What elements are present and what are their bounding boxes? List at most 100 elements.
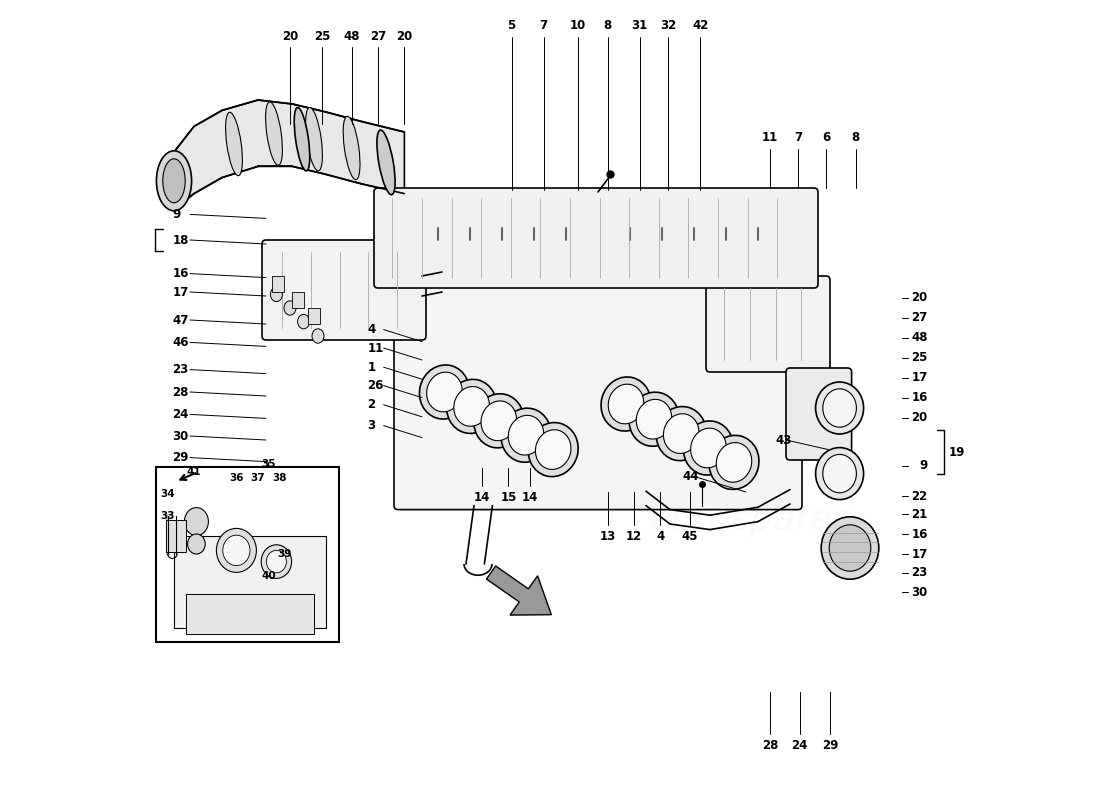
Text: 4: 4 [657, 530, 664, 542]
Bar [186, 594, 314, 634]
Text: 42: 42 [692, 19, 708, 32]
Text: 30: 30 [173, 430, 189, 442]
Text: 9: 9 [173, 208, 180, 221]
FancyBboxPatch shape [394, 274, 802, 510]
FancyBboxPatch shape [706, 276, 830, 372]
Text: 28: 28 [173, 386, 189, 398]
Text: 27: 27 [370, 30, 386, 42]
Text: 9: 9 [920, 459, 927, 472]
Text: 32: 32 [660, 19, 676, 32]
Ellipse shape [377, 130, 395, 194]
Text: 26: 26 [367, 379, 384, 392]
Ellipse shape [823, 389, 857, 427]
Bar [174, 536, 326, 628]
Ellipse shape [343, 116, 360, 180]
Text: 17: 17 [911, 371, 927, 384]
Text: 14: 14 [521, 491, 538, 504]
Text: 14: 14 [474, 491, 491, 504]
Text: 5: 5 [507, 19, 516, 32]
Bar [156, 467, 339, 642]
Text: 44: 44 [682, 470, 698, 482]
Text: eurospares: eurospares [649, 503, 851, 537]
Text: 36: 36 [229, 473, 244, 482]
FancyBboxPatch shape [262, 240, 426, 340]
Text: 23: 23 [911, 566, 927, 579]
Ellipse shape [500, 408, 551, 462]
Text: 25: 25 [314, 30, 330, 42]
Text: 31: 31 [631, 19, 648, 32]
Text: 8: 8 [604, 19, 612, 32]
Ellipse shape [663, 414, 698, 454]
Text: 10: 10 [570, 19, 586, 32]
Text: 2: 2 [367, 398, 376, 411]
Ellipse shape [815, 447, 864, 499]
Ellipse shape [829, 525, 871, 571]
Ellipse shape [683, 421, 734, 475]
Ellipse shape [710, 435, 759, 490]
Polygon shape [174, 100, 405, 210]
Ellipse shape [223, 535, 250, 566]
Polygon shape [486, 566, 551, 615]
Text: 25: 25 [911, 351, 927, 364]
Ellipse shape [185, 508, 208, 536]
Ellipse shape [536, 430, 571, 470]
Text: 41: 41 [187, 467, 201, 477]
Text: 20: 20 [396, 30, 412, 42]
Ellipse shape [815, 382, 864, 434]
Text: 11: 11 [367, 342, 384, 354]
Ellipse shape [823, 454, 857, 493]
Bar [166, 520, 186, 552]
Text: 12: 12 [626, 530, 642, 542]
Ellipse shape [474, 394, 524, 448]
Ellipse shape [481, 401, 517, 441]
Ellipse shape [657, 406, 706, 461]
Ellipse shape [629, 392, 679, 446]
Text: 19: 19 [948, 446, 965, 458]
Ellipse shape [163, 158, 185, 202]
Text: 24: 24 [173, 408, 189, 421]
Text: 35: 35 [261, 459, 276, 469]
Text: eurospares: eurospares [426, 362, 674, 406]
Ellipse shape [822, 517, 879, 579]
Text: 11: 11 [762, 131, 778, 144]
Ellipse shape [528, 422, 579, 477]
Text: 28: 28 [762, 739, 778, 752]
Text: 21: 21 [911, 508, 927, 521]
Text: 24: 24 [791, 739, 807, 752]
Ellipse shape [636, 399, 672, 439]
Ellipse shape [608, 384, 644, 424]
Ellipse shape [454, 386, 490, 426]
Ellipse shape [691, 428, 726, 468]
Ellipse shape [284, 301, 296, 315]
Text: 16: 16 [911, 391, 927, 404]
Text: 4: 4 [367, 323, 376, 336]
Text: 29: 29 [173, 451, 189, 464]
Text: 30: 30 [911, 586, 927, 598]
Bar [308, 308, 320, 324]
Text: 39: 39 [277, 549, 292, 558]
Text: 7: 7 [539, 19, 548, 32]
Text: 33: 33 [161, 511, 175, 521]
Text: 43: 43 [776, 434, 792, 446]
Text: 20: 20 [911, 411, 927, 424]
Text: 46: 46 [173, 336, 189, 349]
Text: 47: 47 [173, 314, 189, 326]
Text: 40: 40 [261, 571, 276, 581]
Text: 34: 34 [161, 490, 175, 499]
Ellipse shape [601, 377, 651, 431]
Text: 27: 27 [911, 311, 927, 324]
Ellipse shape [226, 112, 242, 176]
Text: 13: 13 [600, 530, 616, 542]
Text: 29: 29 [822, 739, 838, 752]
Ellipse shape [312, 329, 324, 343]
Ellipse shape [508, 415, 543, 455]
Text: 23: 23 [173, 363, 189, 376]
Text: 1: 1 [367, 361, 376, 374]
Text: 45: 45 [682, 530, 698, 542]
Text: 37: 37 [251, 473, 265, 482]
Text: 16: 16 [911, 528, 927, 541]
Ellipse shape [271, 287, 283, 302]
Text: 17: 17 [911, 548, 927, 561]
Ellipse shape [295, 107, 310, 171]
Text: 48: 48 [911, 331, 927, 344]
